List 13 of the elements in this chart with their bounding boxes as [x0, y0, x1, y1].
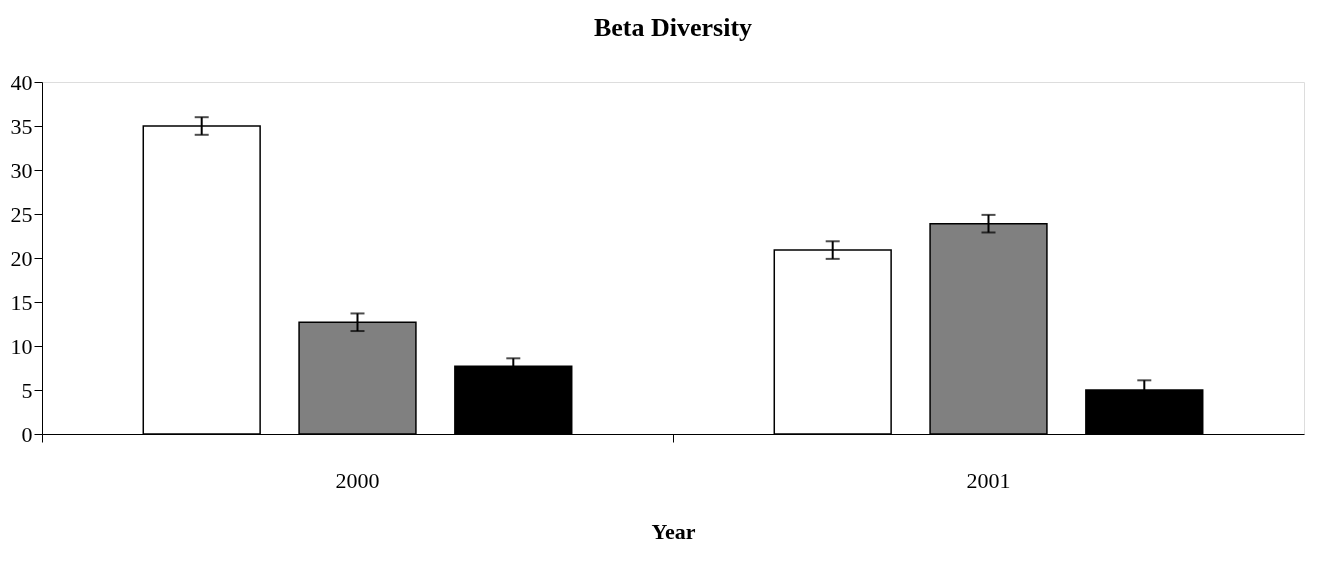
y-tick-label: 35	[10, 113, 33, 139]
y-tick-label: 10	[10, 333, 33, 359]
chart-title: Beta Diversity	[593, 13, 753, 42]
x-tick-label: 2001	[966, 467, 1011, 493]
y-tick-label: 40	[10, 69, 33, 95]
x-tick-label: 2000	[335, 467, 380, 493]
y-tick-label: 15	[10, 289, 33, 315]
y-tick-label: 25	[10, 201, 33, 227]
y-tick-label: 5	[21, 377, 33, 403]
x-axis-title: Year	[651, 518, 696, 544]
y-tick-label: 0	[21, 421, 33, 447]
y-tick-label: 20	[10, 245, 33, 271]
y-tick-label: 30	[10, 157, 33, 183]
